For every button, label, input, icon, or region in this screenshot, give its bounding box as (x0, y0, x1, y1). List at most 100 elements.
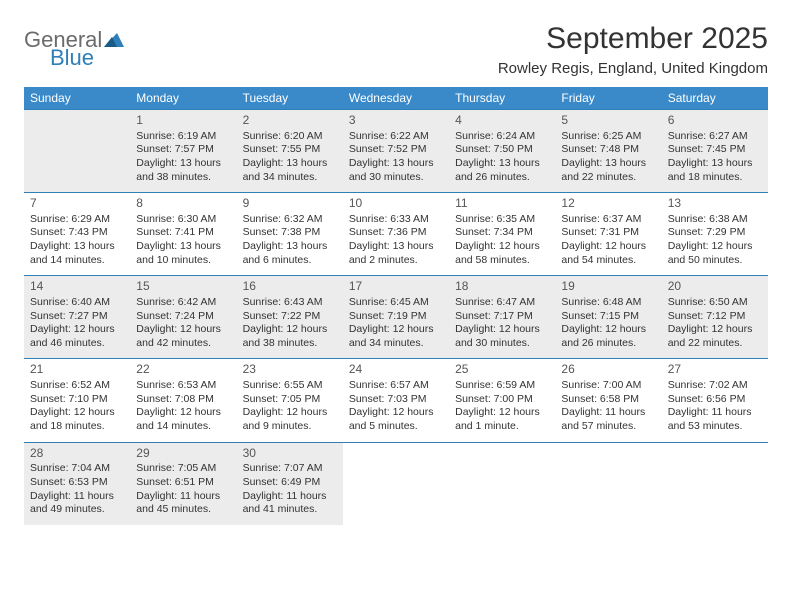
day-number: 10 (349, 196, 443, 212)
daylight-text: Daylight: 12 hours and 1 minute. (455, 406, 549, 433)
day-number: 14 (30, 279, 124, 295)
sunset-text: Sunset: 7:36 PM (349, 226, 443, 240)
day-number: 8 (136, 196, 230, 212)
calendar-week-row: 7Sunrise: 6:29 AMSunset: 7:43 PMDaylight… (24, 193, 768, 276)
calendar-day-cell (24, 110, 130, 193)
sunrise-text: Sunrise: 6:45 AM (349, 296, 443, 310)
calendar-day-cell: 22Sunrise: 6:53 AMSunset: 7:08 PMDayligh… (130, 359, 236, 442)
daylight-text: Daylight: 13 hours and 14 minutes. (30, 240, 124, 267)
daylight-text: Daylight: 12 hours and 34 minutes. (349, 323, 443, 350)
daylight-text: Daylight: 12 hours and 22 minutes. (668, 323, 762, 350)
brand-logo: General Blue (24, 30, 124, 68)
sunrise-text: Sunrise: 6:38 AM (668, 213, 762, 227)
sunset-text: Sunset: 7:57 PM (136, 143, 230, 157)
header: General Blue September 2025 Rowley Regis… (24, 22, 768, 77)
sunset-text: Sunset: 7:00 PM (455, 393, 549, 407)
daylight-text: Daylight: 11 hours and 53 minutes. (668, 406, 762, 433)
daylight-text: Daylight: 12 hours and 30 minutes. (455, 323, 549, 350)
sunrise-text: Sunrise: 6:37 AM (561, 213, 655, 227)
daylight-text: Daylight: 11 hours and 49 minutes. (30, 490, 124, 517)
sunset-text: Sunset: 7:17 PM (455, 310, 549, 324)
sunrise-text: Sunrise: 6:50 AM (668, 296, 762, 310)
sunset-text: Sunset: 6:56 PM (668, 393, 762, 407)
day-number: 3 (349, 113, 443, 129)
sunset-text: Sunset: 7:22 PM (243, 310, 337, 324)
sunset-text: Sunset: 7:29 PM (668, 226, 762, 240)
calendar-page: General Blue September 2025 Rowley Regis… (0, 0, 792, 543)
sunset-text: Sunset: 7:38 PM (243, 226, 337, 240)
sunrise-text: Sunrise: 6:43 AM (243, 296, 337, 310)
calendar-week-row: 1Sunrise: 6:19 AMSunset: 7:57 PMDaylight… (24, 110, 768, 193)
day-number: 18 (455, 279, 549, 295)
sunset-text: Sunset: 7:08 PM (136, 393, 230, 407)
calendar-thead: Sunday Monday Tuesday Wednesday Thursday… (24, 87, 768, 110)
calendar-day-cell: 13Sunrise: 6:38 AMSunset: 7:29 PMDayligh… (662, 193, 768, 276)
day-header: Wednesday (343, 87, 449, 110)
sunrise-text: Sunrise: 6:40 AM (30, 296, 124, 310)
month-title: September 2025 (498, 22, 768, 56)
sunrise-text: Sunrise: 6:29 AM (30, 213, 124, 227)
sunset-text: Sunset: 7:41 PM (136, 226, 230, 240)
calendar-day-cell: 6Sunrise: 6:27 AMSunset: 7:45 PMDaylight… (662, 110, 768, 193)
sunrise-text: Sunrise: 6:48 AM (561, 296, 655, 310)
sunrise-text: Sunrise: 6:47 AM (455, 296, 549, 310)
daylight-text: Daylight: 12 hours and 54 minutes. (561, 240, 655, 267)
daylight-text: Daylight: 12 hours and 14 minutes. (136, 406, 230, 433)
daylight-text: Daylight: 12 hours and 38 minutes. (243, 323, 337, 350)
day-number: 22 (136, 362, 230, 378)
calendar-day-cell: 12Sunrise: 6:37 AMSunset: 7:31 PMDayligh… (555, 193, 661, 276)
sunrise-text: Sunrise: 6:30 AM (136, 213, 230, 227)
calendar-day-cell: 7Sunrise: 6:29 AMSunset: 7:43 PMDaylight… (24, 193, 130, 276)
day-number: 2 (243, 113, 337, 129)
daylight-text: Daylight: 13 hours and 30 minutes. (349, 157, 443, 184)
location: Rowley Regis, England, United Kingdom (498, 60, 768, 77)
sunrise-text: Sunrise: 6:33 AM (349, 213, 443, 227)
brand-text: General Blue (24, 30, 124, 68)
daylight-text: Daylight: 13 hours and 26 minutes. (455, 157, 549, 184)
day-header: Tuesday (237, 87, 343, 110)
day-header: Sunday (24, 87, 130, 110)
sunset-text: Sunset: 7:43 PM (30, 226, 124, 240)
daylight-text: Daylight: 12 hours and 26 minutes. (561, 323, 655, 350)
calendar-day-cell: 1Sunrise: 6:19 AMSunset: 7:57 PMDaylight… (130, 110, 236, 193)
day-number: 25 (455, 362, 549, 378)
day-number: 26 (561, 362, 655, 378)
sunset-text: Sunset: 7:24 PM (136, 310, 230, 324)
sunrise-text: Sunrise: 6:27 AM (668, 130, 762, 144)
day-number: 7 (30, 196, 124, 212)
calendar-day-cell: 14Sunrise: 6:40 AMSunset: 7:27 PMDayligh… (24, 276, 130, 359)
calendar-day-cell: 27Sunrise: 7:02 AMSunset: 6:56 PMDayligh… (662, 359, 768, 442)
daylight-text: Daylight: 12 hours and 42 minutes. (136, 323, 230, 350)
sunset-text: Sunset: 7:05 PM (243, 393, 337, 407)
sunset-text: Sunset: 7:19 PM (349, 310, 443, 324)
sunset-text: Sunset: 7:34 PM (455, 226, 549, 240)
daylight-text: Daylight: 12 hours and 58 minutes. (455, 240, 549, 267)
sunrise-text: Sunrise: 7:00 AM (561, 379, 655, 393)
calendar-day-cell: 15Sunrise: 6:42 AMSunset: 7:24 PMDayligh… (130, 276, 236, 359)
sunrise-text: Sunrise: 6:59 AM (455, 379, 549, 393)
day-number: 6 (668, 113, 762, 129)
daylight-text: Daylight: 12 hours and 5 minutes. (349, 406, 443, 433)
calendar-day-cell: 19Sunrise: 6:48 AMSunset: 7:15 PMDayligh… (555, 276, 661, 359)
day-number: 27 (668, 362, 762, 378)
brand-triangle-icon (104, 30, 124, 50)
calendar-day-cell (343, 442, 449, 525)
daylight-text: Daylight: 13 hours and 38 minutes. (136, 157, 230, 184)
day-number: 21 (30, 362, 124, 378)
day-number: 12 (561, 196, 655, 212)
sunset-text: Sunset: 6:53 PM (30, 476, 124, 490)
calendar-day-cell: 30Sunrise: 7:07 AMSunset: 6:49 PMDayligh… (237, 442, 343, 525)
sunset-text: Sunset: 7:55 PM (243, 143, 337, 157)
sunset-text: Sunset: 7:27 PM (30, 310, 124, 324)
daylight-text: Daylight: 12 hours and 18 minutes. (30, 406, 124, 433)
sunset-text: Sunset: 6:51 PM (136, 476, 230, 490)
sunset-text: Sunset: 7:45 PM (668, 143, 762, 157)
calendar-day-cell: 21Sunrise: 6:52 AMSunset: 7:10 PMDayligh… (24, 359, 130, 442)
sunset-text: Sunset: 7:52 PM (349, 143, 443, 157)
day-number: 13 (668, 196, 762, 212)
calendar-day-cell: 17Sunrise: 6:45 AMSunset: 7:19 PMDayligh… (343, 276, 449, 359)
calendar-day-cell: 10Sunrise: 6:33 AMSunset: 7:36 PMDayligh… (343, 193, 449, 276)
day-header: Friday (555, 87, 661, 110)
calendar-day-cell: 4Sunrise: 6:24 AMSunset: 7:50 PMDaylight… (449, 110, 555, 193)
calendar-day-cell: 11Sunrise: 6:35 AMSunset: 7:34 PMDayligh… (449, 193, 555, 276)
